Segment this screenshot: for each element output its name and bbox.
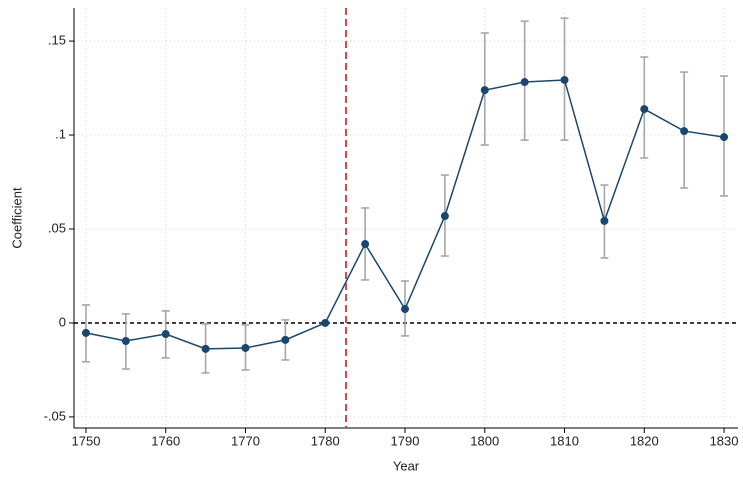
y-tick-label: .1	[55, 126, 66, 141]
x-tick-label: 1790	[391, 433, 420, 448]
point	[281, 335, 290, 344]
point	[241, 343, 250, 352]
point	[680, 127, 689, 136]
point	[520, 78, 529, 87]
point	[600, 216, 609, 225]
y-tick-label: 0	[59, 314, 66, 329]
x-tick-label: 1770	[231, 433, 260, 448]
x-axis-label: Year	[393, 458, 420, 473]
point	[440, 212, 449, 221]
point	[480, 86, 489, 95]
point	[361, 240, 370, 249]
x-tick-label: 1750	[72, 433, 101, 448]
point	[121, 336, 130, 345]
x-tick-label: 1820	[630, 433, 659, 448]
point	[81, 328, 90, 337]
point	[201, 344, 210, 353]
y-tick-label: .05	[48, 220, 66, 235]
x-tick-label: 1780	[311, 433, 340, 448]
point	[401, 305, 410, 314]
point	[321, 318, 330, 327]
x-tick-label: 1810	[550, 433, 579, 448]
x-tick-label: 1800	[470, 433, 499, 448]
x-tick-label: 1760	[151, 433, 180, 448]
point	[161, 330, 170, 339]
y-tick-label: .15	[48, 33, 66, 48]
point	[640, 105, 649, 114]
point	[720, 133, 729, 142]
y-tick-label: -.05	[44, 408, 66, 423]
point	[560, 75, 569, 84]
y-axis-label: Coefficient	[9, 187, 24, 249]
x-tick-label: 1830	[710, 433, 739, 448]
